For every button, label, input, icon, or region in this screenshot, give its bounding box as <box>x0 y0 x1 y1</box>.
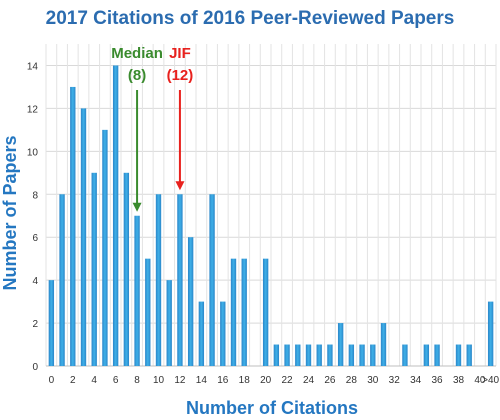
bar-0 <box>48 280 55 366</box>
x-tick-label: 28 <box>346 375 358 386</box>
x-tick-label: 36 <box>432 375 444 386</box>
bar-39 <box>466 344 472 366</box>
bar-5 <box>102 129 108 366</box>
annotation-arrowhead-0 <box>132 202 142 212</box>
y-tick-label: 8 <box>32 190 38 201</box>
x-tick-label: >40 <box>482 375 499 386</box>
grid-lines <box>45 44 497 367</box>
x-tick-label: 14 <box>196 375 208 386</box>
x-tick-label: 0 <box>49 375 55 386</box>
bar-14 <box>198 301 205 366</box>
bar-10 <box>155 194 162 366</box>
x-tick-label: 20 <box>260 375 272 386</box>
bar-31 <box>380 323 387 366</box>
bar-3 <box>80 108 87 367</box>
annotations: Median (8) JIF (12) <box>111 45 193 212</box>
bar-15 <box>209 194 215 366</box>
x-tick-label: 10 <box>153 375 165 386</box>
bar-25 <box>316 344 322 366</box>
y-tick-label: 0 <box>32 362 38 373</box>
y-tick-label: 12 <box>27 104 39 115</box>
bar-13 <box>187 237 194 366</box>
y-tick-label: 2 <box>32 319 38 330</box>
bar-4 <box>91 172 97 366</box>
x-tick-label: 2 <box>70 375 76 386</box>
y-tick-label: 6 <box>32 233 38 244</box>
bars <box>48 65 494 367</box>
x-tick-label: 4 <box>91 375 97 386</box>
bar-30 <box>370 344 376 366</box>
bar-12 <box>177 194 183 366</box>
bar-7 <box>123 172 130 366</box>
bar-22 <box>284 344 290 366</box>
x-tick-label: 22 <box>282 375 294 386</box>
x-tick-label: 12 <box>174 375 186 386</box>
bar-18 <box>241 258 247 366</box>
bar-20 <box>262 258 269 366</box>
x-axis-label: Number of Citations <box>186 398 358 418</box>
bar-24 <box>305 344 312 366</box>
x-tick-label: 40 <box>474 375 486 386</box>
x-tick-label: 38 <box>453 375 465 386</box>
bar-9 <box>145 258 151 366</box>
annotation-value-1: (12) <box>167 67 194 84</box>
bar-21 <box>273 344 280 366</box>
bar-28 <box>348 344 355 366</box>
annotation-value-0: (8) <box>128 67 146 84</box>
bar-35 <box>423 344 430 366</box>
x-tick-label: 34 <box>410 375 422 386</box>
bar-16 <box>220 301 226 366</box>
bar->40 <box>487 301 494 366</box>
bar-6 <box>112 65 119 366</box>
bar-23 <box>295 344 301 366</box>
y-tick-label: 10 <box>27 147 39 158</box>
x-tick-label: 6 <box>113 375 119 386</box>
x-tick-label: 18 <box>239 375 251 386</box>
x-tick-label: 26 <box>324 375 336 386</box>
bar-11 <box>166 280 172 366</box>
x-tick-label: 8 <box>134 375 140 386</box>
annotation-arrowhead-1 <box>175 181 185 191</box>
bar-17 <box>230 258 237 366</box>
bar-26 <box>327 344 333 366</box>
annotation-label-1: JIF <box>169 45 191 62</box>
bar-36 <box>434 344 440 366</box>
bar-27 <box>337 323 344 366</box>
x-tick-label: 16 <box>217 375 229 386</box>
y-tick-label: 14 <box>27 61 39 72</box>
chart-title: 2017 Citations of 2016 Peer-Reviewed Pap… <box>46 8 455 29</box>
x-tick-label: 30 <box>367 375 379 386</box>
bar-8 <box>134 215 140 366</box>
bar-38 <box>455 344 462 366</box>
x-tick-label: 32 <box>389 375 401 386</box>
bar-2 <box>70 86 76 366</box>
x-tick-labels: 0 2 4 6 8 10 12 14 16 18 20 22 24 26 28 30 32 34 36 38 40>40 <box>49 375 500 386</box>
y-tick-labels: 0 2 4 6 8 10 12 14 <box>27 61 39 373</box>
bar-1 <box>59 194 65 366</box>
x-tick-label: 24 <box>303 375 315 386</box>
bar-33 <box>402 344 408 366</box>
annotation-label-0: Median <box>111 45 163 62</box>
y-axis-label: Number of Papers <box>0 135 20 290</box>
y-tick-label: 4 <box>32 276 38 287</box>
bar-29 <box>359 344 365 366</box>
